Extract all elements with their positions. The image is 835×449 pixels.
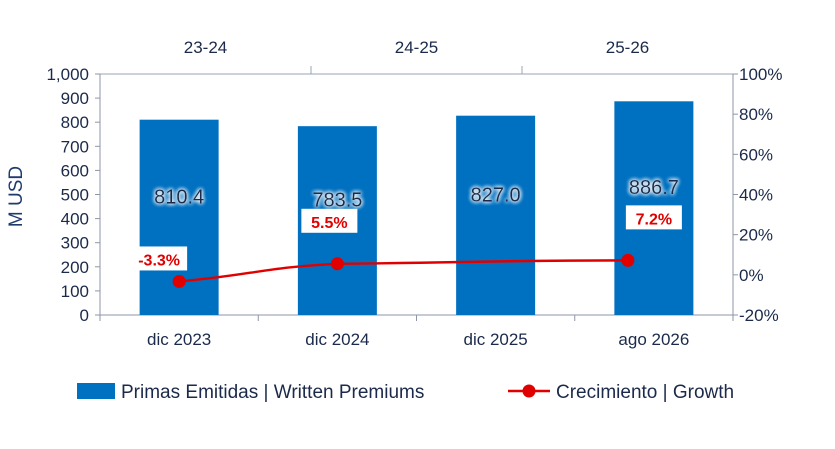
legend-swatch-bars	[77, 383, 115, 399]
growth-label-box	[131, 246, 188, 271]
y-tick-label: 0	[80, 306, 89, 325]
period-label: 25-26	[606, 38, 649, 57]
bars	[139, 101, 694, 316]
growth-label-box	[301, 208, 358, 233]
bar-value-label: 810.4	[154, 186, 204, 208]
y-tick-label: 1,000	[46, 65, 89, 84]
y-tick-label: 600	[61, 161, 89, 180]
y-tick-label: 200	[61, 258, 89, 277]
x-tick-label: dic 2023	[147, 330, 211, 349]
y2-tick-label: 0%	[739, 266, 764, 285]
y-tick-label: 800	[61, 113, 89, 132]
y2-tick-label: 60%	[739, 145, 773, 164]
growth-label-box	[625, 205, 682, 230]
bar-value-label: 783.5	[312, 190, 362, 212]
y2-tick-label: 80%	[739, 105, 773, 124]
y-tick-label: 300	[61, 234, 89, 253]
y-tick-label: 700	[61, 137, 89, 156]
growth-value-label: -3.3%	[138, 252, 180, 269]
y2-tick-label: 40%	[739, 186, 773, 205]
y2-tick-label: 20%	[739, 226, 773, 245]
y-tick-label: 400	[61, 210, 89, 229]
bar-value-label: 827.0	[471, 184, 521, 206]
legend-swatch-marker	[522, 384, 536, 398]
bar-value-label: 886.7	[629, 177, 679, 199]
x-tick-label: dic 2024	[305, 330, 369, 349]
legend-label-line: Crecimiento | Growth	[556, 382, 734, 403]
growth-value-label: 5.5%	[311, 215, 347, 232]
x-tick-label: dic 2025	[463, 330, 527, 349]
period-header: 23-24 24-25 25-26	[100, 38, 733, 75]
legend: Primas Emitidas | Written Premiums Crecim…	[77, 382, 734, 403]
y2-tick-label: 100%	[739, 65, 782, 84]
bar	[456, 115, 536, 316]
data-labels: 810.4 783.5 827.0 886.7 -3.3% 5.5% 7.2%	[131, 177, 682, 271]
growth-point	[621, 253, 635, 267]
y2-tick-label: -20%	[739, 306, 779, 325]
y-axis-title: M USD	[6, 166, 27, 227]
growth-point	[330, 257, 344, 271]
growth-line	[172, 253, 635, 288]
period-label: 23-24	[184, 38, 227, 57]
x-tick-label: ago 2026	[618, 330, 689, 349]
growth-point	[172, 274, 186, 288]
y-tick-label: 900	[61, 89, 89, 108]
y-tick-label: 500	[61, 186, 89, 205]
period-label: 24-25	[395, 38, 438, 57]
growth-value-label: 7.2%	[636, 211, 672, 228]
growth-line-path	[179, 259, 628, 283]
legend-label-bars: Primas Emitidas | Written Premiums	[121, 382, 424, 403]
y-tick-label: 100	[61, 282, 89, 301]
